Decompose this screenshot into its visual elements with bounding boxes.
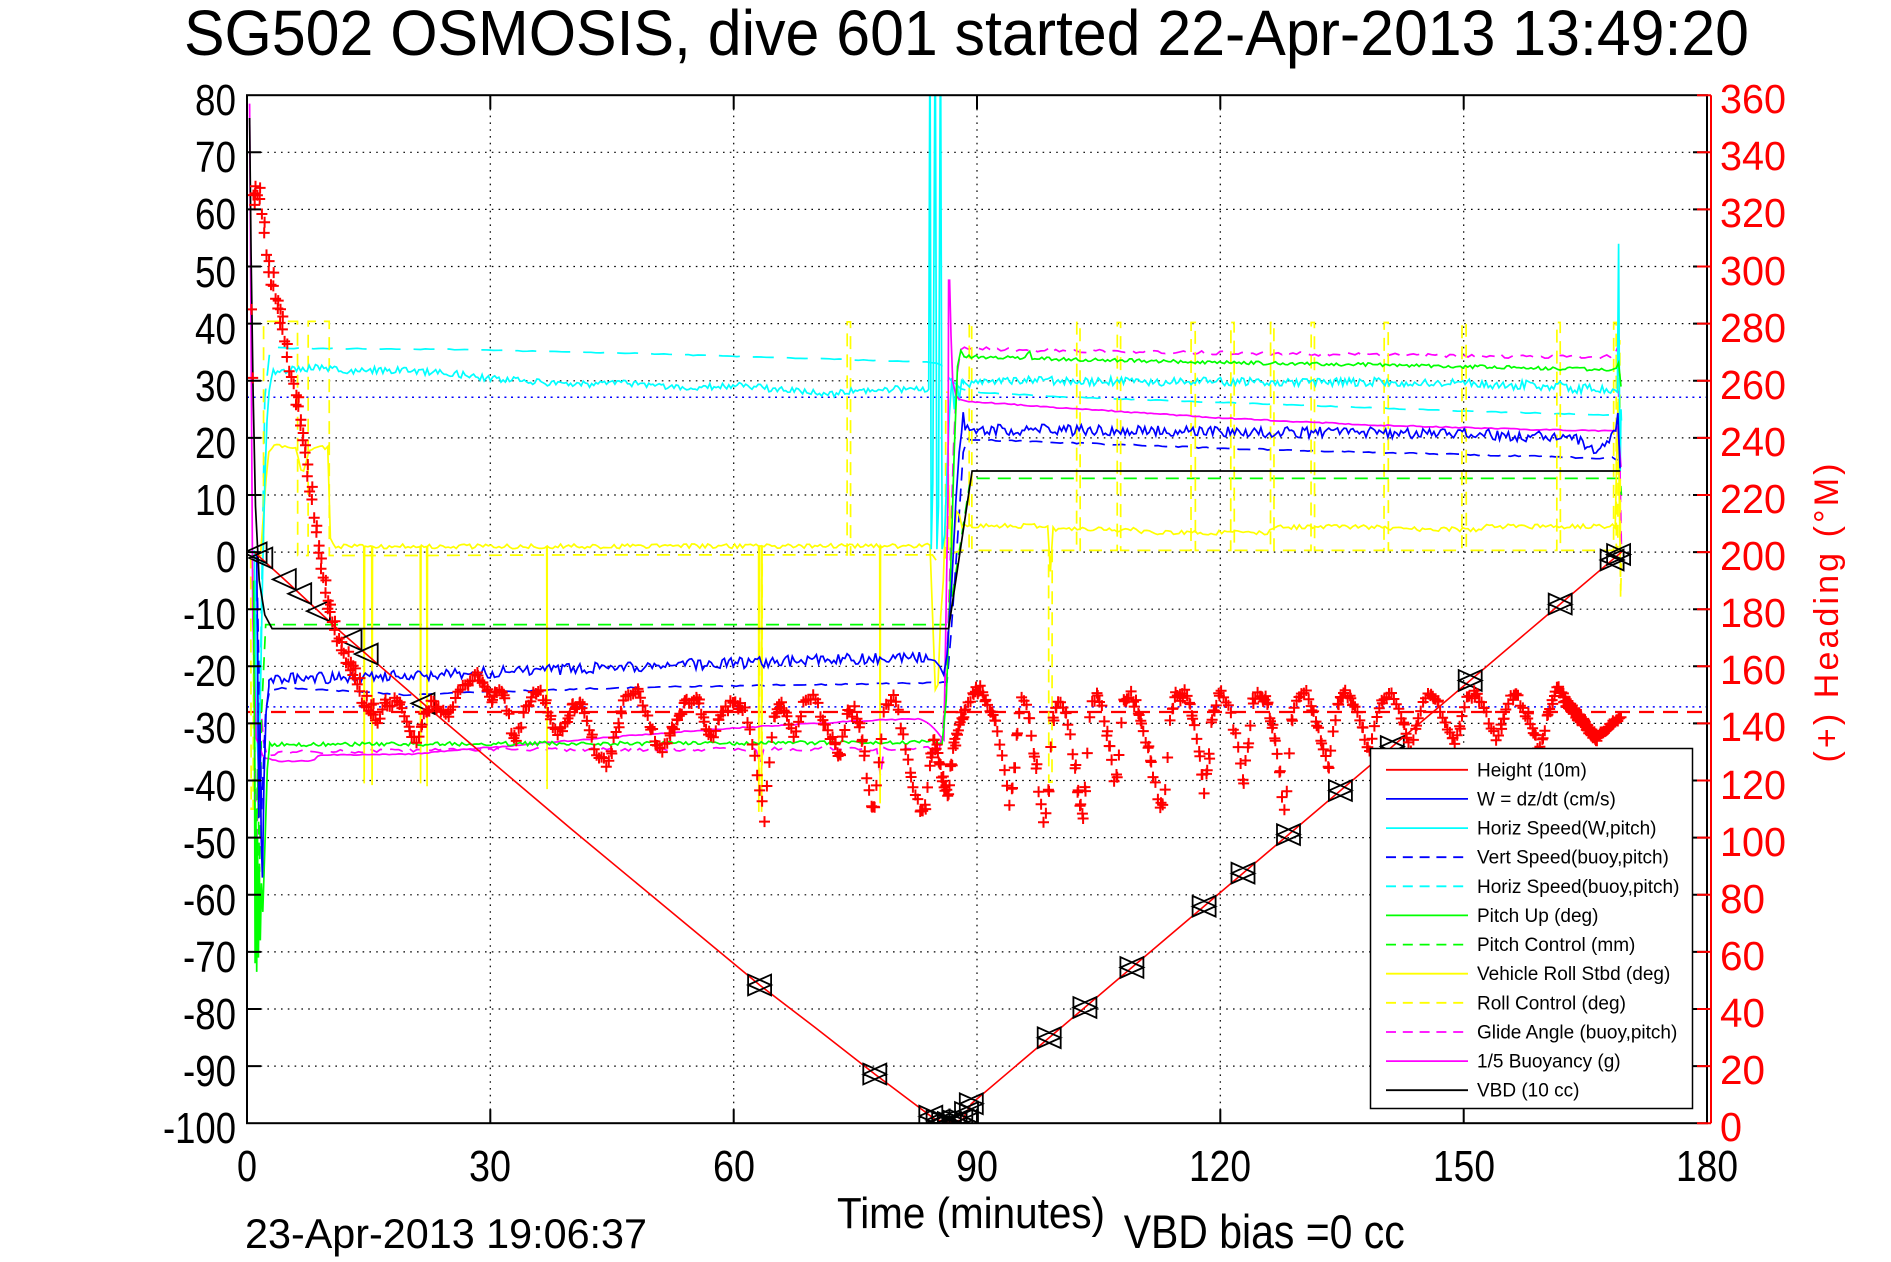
svg-text:180: 180 — [1720, 590, 1786, 636]
svg-text:-50: -50 — [183, 820, 236, 868]
svg-text:0: 0 — [216, 534, 236, 582]
svg-text:20: 20 — [1720, 1047, 1765, 1093]
svg-text:-80: -80 — [183, 991, 236, 1039]
svg-text:120: 120 — [1720, 762, 1786, 808]
svg-text:160: 160 — [1720, 647, 1786, 693]
svg-text:Horiz Speed(buoy,pitch): Horiz Speed(buoy,pitch) — [1477, 877, 1679, 898]
svg-text:150: 150 — [1433, 1142, 1495, 1191]
svg-text:30: 30 — [469, 1142, 511, 1191]
svg-text:Glide Angle (buoy,pitch): Glide Angle (buoy,pitch) — [1477, 1023, 1677, 1044]
svg-text:240: 240 — [1720, 419, 1786, 465]
svg-text:200: 200 — [1720, 533, 1786, 579]
svg-text:360: 360 — [1720, 76, 1786, 122]
svg-text:-100: -100 — [163, 1105, 236, 1153]
svg-text:-10: -10 — [183, 591, 236, 639]
svg-text:-70: -70 — [183, 934, 236, 982]
svg-text:100: 100 — [1720, 819, 1786, 865]
svg-text:340: 340 — [1720, 133, 1786, 179]
svg-text:40: 40 — [195, 306, 236, 354]
svg-text:10: 10 — [195, 477, 236, 525]
svg-text:23-Apr-2013 19:06:37: 23-Apr-2013 19:06:37 — [245, 1210, 647, 1257]
svg-text:Vert Speed(buoy,pitch): Vert Speed(buoy,pitch) — [1477, 848, 1669, 869]
svg-text:VBD (10 cc): VBD (10 cc) — [1477, 1081, 1579, 1102]
svg-text:60: 60 — [195, 191, 236, 239]
svg-text:1/5 Buoyancy (g): 1/5 Buoyancy (g) — [1477, 1052, 1621, 1073]
svg-text:140: 140 — [1720, 704, 1786, 750]
svg-text:70: 70 — [195, 134, 236, 182]
svg-text:Time (minutes): Time (minutes) — [837, 1189, 1105, 1238]
svg-text:Pitch Control (mm): Pitch Control (mm) — [1477, 935, 1635, 956]
svg-text:Height (10m): Height (10m) — [1477, 760, 1587, 781]
svg-text:220: 220 — [1720, 476, 1786, 522]
svg-text:90: 90 — [956, 1142, 998, 1191]
svg-text:-30: -30 — [183, 705, 236, 753]
svg-text:Horiz Speed(W,pitch): Horiz Speed(W,pitch) — [1477, 819, 1657, 840]
svg-text:20: 20 — [195, 420, 236, 468]
svg-text:0: 0 — [237, 1142, 257, 1191]
svg-text:80: 80 — [1720, 876, 1765, 922]
svg-text:60: 60 — [1720, 933, 1765, 979]
svg-text:-40: -40 — [183, 763, 236, 811]
svg-text:320: 320 — [1720, 190, 1786, 236]
svg-text:-60: -60 — [183, 877, 236, 925]
svg-text:Vehicle Roll Stbd (deg): Vehicle Roll Stbd (deg) — [1477, 964, 1670, 985]
svg-text:0: 0 — [1720, 1104, 1742, 1150]
svg-text:SG502 OSMOSIS, dive 601 starte: SG502 OSMOSIS, dive 601 started 22-Apr-2… — [184, 0, 1749, 69]
svg-text:VBD bias =0 cc: VBD bias =0 cc — [1124, 1206, 1405, 1259]
svg-text:Pitch Up (deg): Pitch Up (deg) — [1477, 906, 1598, 927]
svg-text:W = dz/dt (cm/s): W = dz/dt (cm/s) — [1477, 789, 1616, 810]
svg-text:-90: -90 — [183, 1048, 236, 1096]
svg-text:180: 180 — [1676, 1142, 1738, 1191]
svg-text:Roll Control (deg): Roll Control (deg) — [1477, 993, 1626, 1014]
svg-text:260: 260 — [1720, 362, 1786, 408]
svg-text:30: 30 — [195, 363, 236, 411]
svg-text:50: 50 — [195, 249, 236, 297]
svg-text:80: 80 — [195, 77, 236, 125]
svg-text:280: 280 — [1720, 305, 1786, 351]
svg-text:120: 120 — [1189, 1142, 1251, 1191]
svg-text:-20: -20 — [183, 648, 236, 696]
svg-text:40: 40 — [1720, 990, 1765, 1036]
svg-text:300: 300 — [1720, 248, 1786, 294]
svg-text:60: 60 — [713, 1142, 755, 1191]
